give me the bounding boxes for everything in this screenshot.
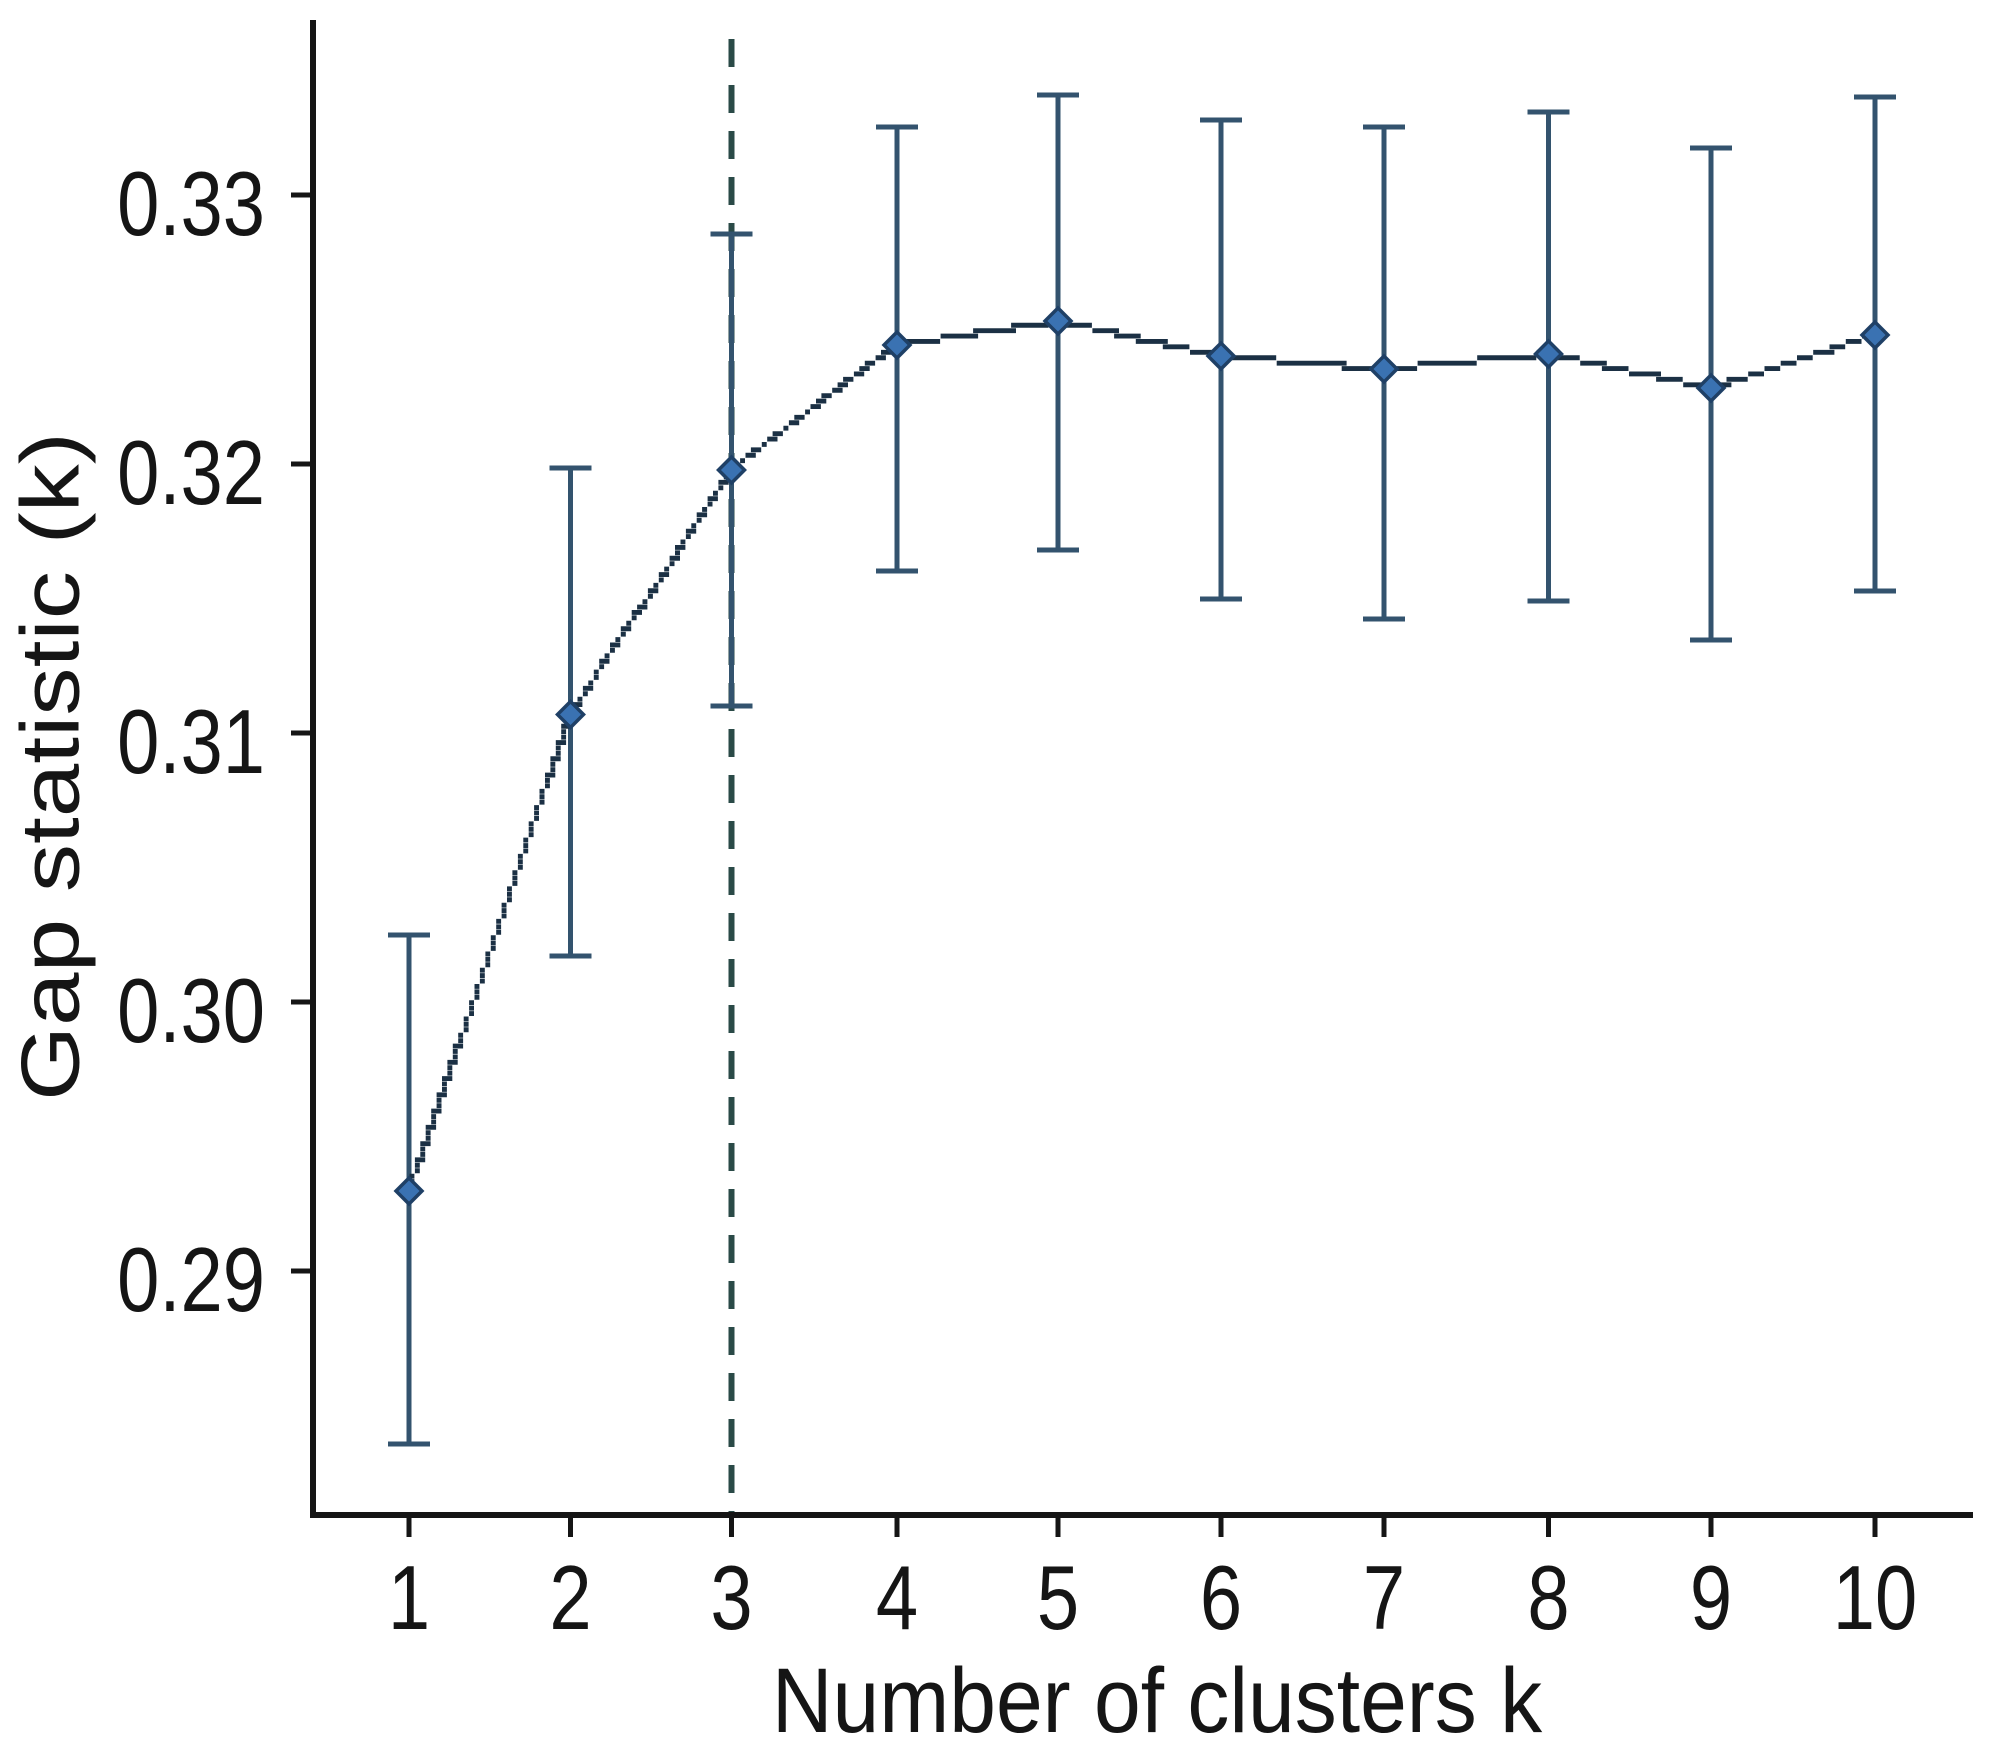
svg-text:0.30: 0.30: [117, 959, 265, 1061]
svg-text:0.31: 0.31: [117, 690, 265, 792]
svg-text:7: 7: [1363, 1546, 1405, 1648]
svg-text:5: 5: [1037, 1546, 1079, 1648]
svg-text:Gap statistic (k): Gap statistic (k): [5, 432, 97, 1101]
svg-text:2: 2: [549, 1546, 591, 1648]
svg-text:6: 6: [1200, 1546, 1242, 1648]
svg-text:0.33: 0.33: [117, 152, 265, 254]
svg-text:0.32: 0.32: [117, 421, 265, 523]
svg-text:4: 4: [876, 1546, 918, 1648]
svg-text:8: 8: [1527, 1546, 1569, 1648]
svg-text:Number of clusters k: Number of clusters k: [772, 1649, 1543, 1751]
svg-text:0.29: 0.29: [117, 1228, 265, 1330]
svg-text:10: 10: [1833, 1546, 1918, 1648]
svg-text:3: 3: [710, 1546, 752, 1648]
svg-text:9: 9: [1690, 1546, 1732, 1648]
svg-text:1: 1: [388, 1546, 430, 1648]
